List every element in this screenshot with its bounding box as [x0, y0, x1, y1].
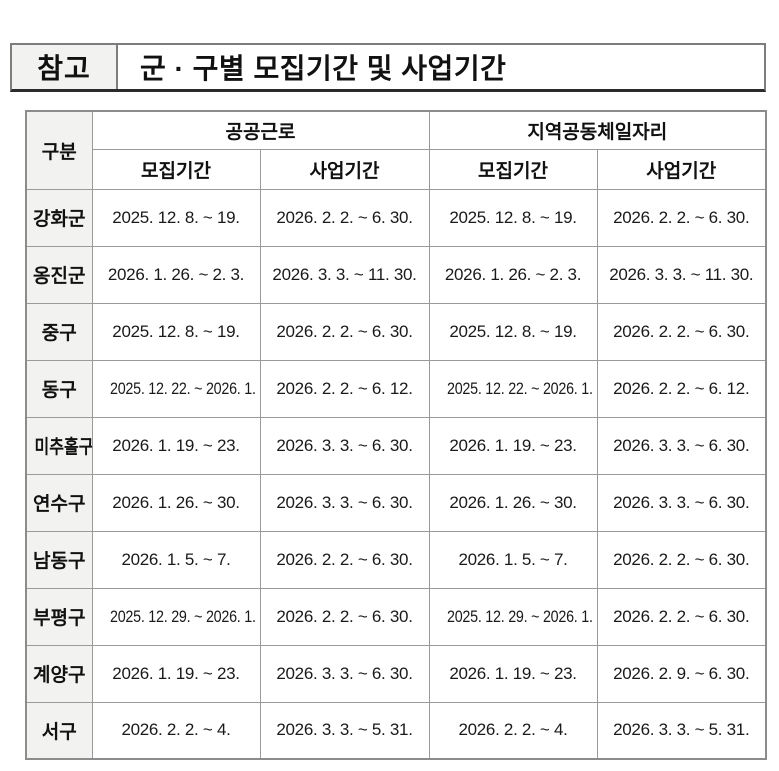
table-row: 남동구 2026. 1. 5. ~ 7. 2026. 2. 2. ~ 6. 30. 2… — [25, 530, 767, 589]
period-cell: 2026. 1. 5. ~ 7. — [91, 530, 261, 589]
col-header-project-period-2: 사업기간 — [596, 148, 767, 190]
period-cell: 2026. 2. 2. ~ 6. 12. — [596, 359, 767, 418]
district-label: 옹진군 — [25, 245, 93, 304]
header-group-row: 구분 공공근로 지역공동체일자리 — [25, 110, 767, 190]
period-cell: 2026. 2. 2. ~ 4. — [428, 701, 598, 760]
table-row: 연수구 2026. 1. 26. ~ 30. 2026. 3. 3. ~ 6. 30… — [25, 473, 767, 532]
header-sub-row: 모집기간 사업기간 모집기간 사업기간 — [26, 148, 767, 190]
period-cell: 2026. 3. 3. ~ 5. 31. — [596, 701, 767, 760]
period-cell: 2026. 1. 19. ~ 23. — [91, 416, 261, 475]
period-cell: 2026. 3. 3. ~ 6. 30. — [259, 416, 430, 475]
schedule-table: 구분 공공근로 지역공동체일자리 모집기간 사업기간 모집기간 사업기간 강화군… — [25, 110, 768, 760]
table-row: 계양구 2026. 1. 19. ~ 23. 2026. 3. 3. ~ 6. 30… — [25, 644, 767, 703]
period-cell: 2025. 12. 22. ~ 2026. 1. 2. — [91, 359, 261, 418]
period-cell: 2026. 1. 26. ~ 2. 3. — [428, 245, 598, 304]
period-cell: 2025. 12. 8. ~ 19. — [428, 188, 598, 247]
period-cell: 2026. 3. 3. ~ 6. 30. — [596, 473, 767, 532]
district-label: 계양구 — [25, 644, 93, 703]
table-row: 옹진군 2026. 1. 26. ~ 2. 3. 2026. 3. 3. ~ 11.… — [25, 245, 767, 304]
period-cell: 2026. 1. 5. ~ 7. — [428, 530, 598, 589]
district-label: 서구 — [25, 701, 93, 760]
table-row: 동구 2025. 12. 22. ~ 2026. 1. 2. 2026. 2. 2.… — [25, 359, 767, 418]
period-cell: 2026. 2. 2. ~ 6. 30. — [596, 188, 767, 247]
period-cell: 2026. 2. 2. ~ 6. 30. — [596, 587, 767, 646]
period-cell: 2026. 2. 9. ~ 6. 30. — [596, 644, 767, 703]
period-cell: 2026. 3. 3. ~ 11. 30. — [259, 245, 430, 304]
period-cell: 2026. 2. 2. ~ 6. 12. — [259, 359, 430, 418]
table-row: 미추홀구 2026. 1. 19. ~ 23. 2026. 3. 3. ~ 6. 3… — [25, 416, 767, 475]
period-cell: 2026. 1. 26. ~ 2. 3. — [91, 245, 261, 304]
period-cell: 2026. 2. 2. ~ 6. 30. — [259, 188, 430, 247]
period-cell: 2026. 1. 19. ~ 23. — [91, 644, 261, 703]
period-cell: 2025. 12. 29. ~ 2026. 1. 2. — [428, 587, 598, 646]
col-group-community-jobs: 지역공동체일자리 — [428, 110, 767, 150]
period-cell: 2026. 3. 3. ~ 6. 30. — [259, 644, 430, 703]
period-cell: 2026. 2. 2. ~ 4. — [91, 701, 261, 760]
district-label: 부평구 — [25, 587, 93, 646]
table-body: 강화군 2025. 12. 8. ~ 19. 2026. 2. 2. ~ 6. 30… — [25, 188, 767, 760]
period-cell: 2026. 3. 3. ~ 11. 30. — [596, 245, 767, 304]
district-label: 중구 — [25, 302, 93, 361]
col-header-recruit-period-1: 모집기간 — [91, 148, 261, 190]
page-title: 군 · 구별 모집기간 및 사업기간 — [140, 53, 507, 84]
table-row: 부평구 2025. 12. 29. ~ 2026. 1. 2. 2026. 2. 2… — [25, 587, 767, 646]
period-cell: 2025. 12. 8. ~ 19. — [91, 302, 261, 361]
district-label: 강화군 — [25, 188, 93, 247]
col-header-recruit-period-2: 모집기간 — [428, 148, 598, 190]
period-cell: 2025. 12. 8. ~ 19. — [91, 188, 261, 247]
table-header: 구분 공공근로 지역공동체일자리 모집기간 사업기간 모집기간 사업기간 — [25, 110, 767, 190]
period-cell: 2026. 2. 2. ~ 6. 30. — [259, 587, 430, 646]
district-label: 연수구 — [25, 473, 93, 532]
col-header-project-period-1: 사업기간 — [259, 148, 430, 190]
period-cell: 2026. 2. 2. ~ 6. 30. — [596, 530, 767, 589]
col-header-category: 구분 — [25, 110, 93, 190]
banner-tag: 참고 — [12, 45, 118, 89]
period-cell: 2026. 3. 3. ~ 5. 31. — [259, 701, 430, 760]
period-cell: 2026. 2. 2. ~ 6. 30. — [596, 302, 767, 361]
table-row: 강화군 2025. 12. 8. ~ 19. 2026. 2. 2. ~ 6. 30… — [25, 188, 767, 247]
period-cell: 2026. 2. 2. ~ 6. 30. — [259, 530, 430, 589]
table-row: 서구 2026. 2. 2. ~ 4. 2026. 3. 3. ~ 5. 31. 20… — [25, 701, 767, 760]
period-cell: 2026. 3. 3. ~ 6. 30. — [259, 473, 430, 532]
period-cell: 2025. 12. 8. ~ 19. — [428, 302, 598, 361]
period-cell: 2026. 3. 3. ~ 6. 30. — [596, 416, 767, 475]
table-row: 중구 2025. 12. 8. ~ 19. 2026. 2. 2. ~ 6. 30.… — [25, 302, 767, 361]
section-banner: 참고 군 · 구별 모집기간 및 사업기간 — [10, 43, 766, 92]
period-cell: 2026. 2. 2. ~ 6. 30. — [259, 302, 430, 361]
district-label: 남동구 — [25, 530, 93, 589]
period-cell: 2026. 1. 26. ~ 30. — [91, 473, 261, 532]
period-cell: 2026. 1. 26. ~ 30. — [428, 473, 598, 532]
period-cell: 2026. 1. 19. ~ 23. — [428, 644, 598, 703]
col-group-public-works: 공공근로 — [91, 110, 430, 150]
period-cell: 2026. 1. 19. ~ 23. — [428, 416, 598, 475]
period-cell: 2025. 12. 29. ~ 2026. 1. 2. — [91, 587, 261, 646]
district-label: 동구 — [25, 359, 93, 418]
period-cell: 2025. 12. 22. ~ 2026. 1. 2. — [428, 359, 598, 418]
district-label: 미추홀구 — [25, 416, 93, 475]
